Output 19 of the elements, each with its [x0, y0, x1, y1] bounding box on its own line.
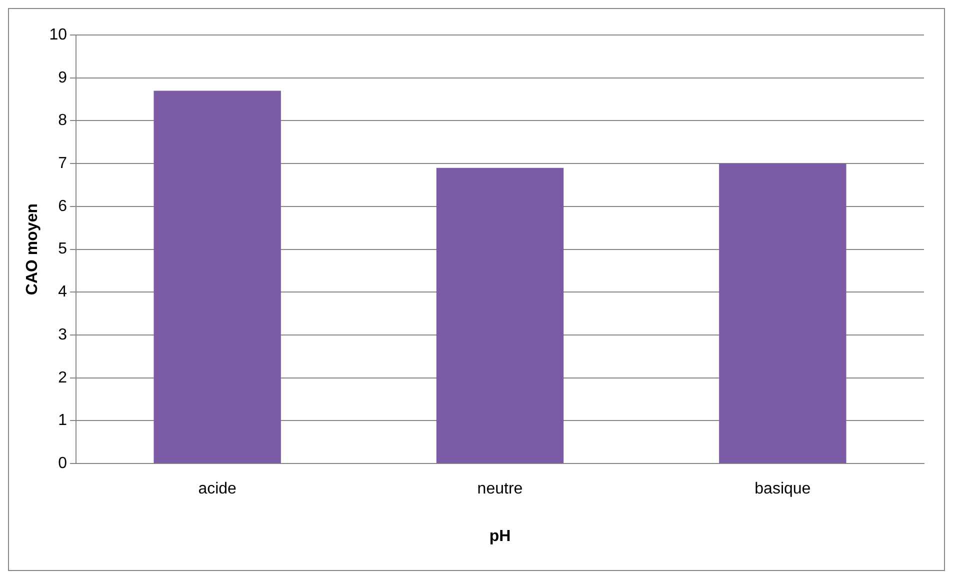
x-tick-label: basique [754, 480, 811, 498]
y-axis-title: CAO moyen [24, 204, 42, 296]
y-tick-label: 1 [58, 412, 68, 430]
y-tick-label: 6 [58, 198, 68, 215]
y-tick-label: 7 [58, 154, 68, 172]
y-tick-label: 3 [58, 326, 68, 344]
y-tick-label: 10 [49, 26, 68, 44]
bar [719, 164, 846, 464]
x-tick-label: acide [198, 480, 237, 498]
y-tick-label: 4 [58, 284, 68, 301]
bar [154, 90, 281, 464]
bar [436, 168, 564, 464]
x-tick-label: neutre [477, 480, 523, 498]
y-tick-label: 0 [58, 455, 68, 472]
y-tick-label: 9 [58, 69, 68, 86]
y-tick-label: 2 [58, 369, 68, 386]
y-tick-label: 8 [58, 112, 68, 130]
y-tick-label: 5 [58, 240, 68, 258]
x-axis-title: pH [489, 528, 511, 545]
